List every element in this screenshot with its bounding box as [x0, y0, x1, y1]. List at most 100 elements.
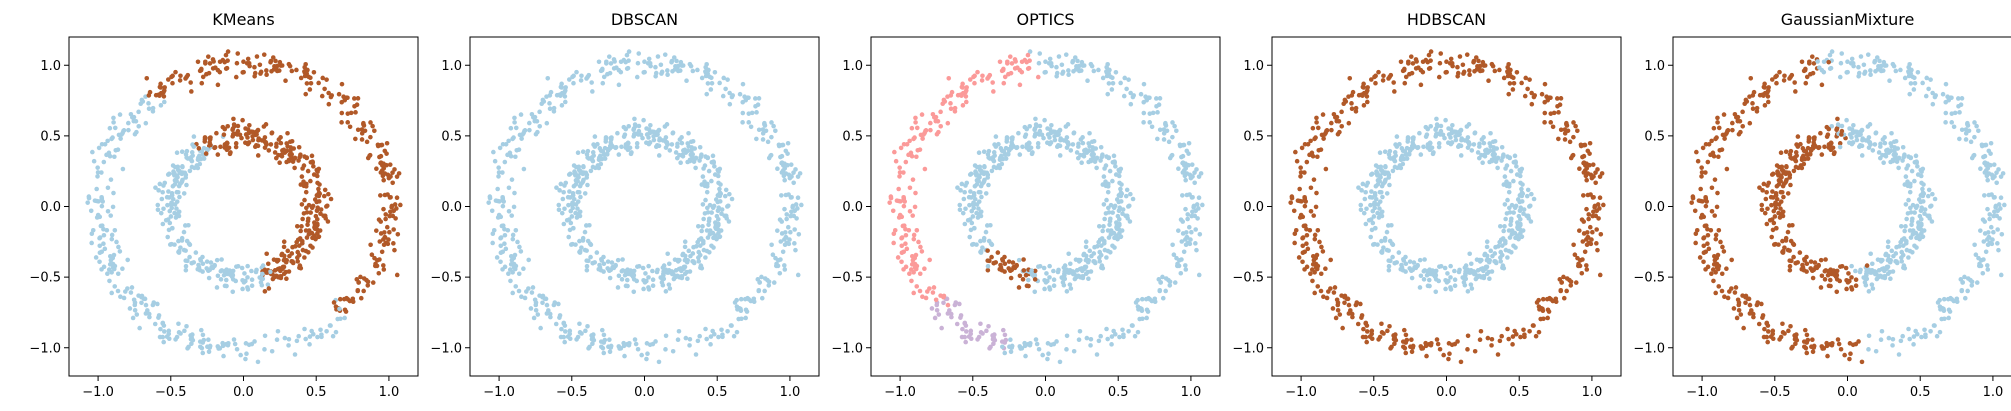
- scatter-point: [380, 163, 385, 168]
- scatter-point: [109, 290, 114, 296]
- scatter-point: [1041, 265, 1047, 271]
- scatter-point: [919, 249, 925, 254]
- scatter-point: [1411, 135, 1416, 140]
- scatter-point: [305, 218, 311, 224]
- scatter-point: [1558, 288, 1564, 294]
- scatter-point: [1788, 182, 1793, 188]
- scatter-point: [562, 183, 567, 188]
- scatter-point: [254, 54, 260, 59]
- scatter-point: [985, 76, 990, 81]
- scatter-point: [1314, 115, 1319, 121]
- scatter-point: [337, 296, 343, 302]
- scatter-point: [1149, 124, 1155, 130]
- scatter-point: [331, 300, 337, 305]
- scatter-point: [584, 263, 590, 269]
- scatter-point: [1098, 333, 1103, 339]
- scatter-point: [375, 143, 381, 149]
- scatter-point: [590, 164, 596, 170]
- scatter-point: [1161, 127, 1167, 132]
- scatter-point: [1087, 130, 1092, 136]
- scatter-point: [1140, 316, 1145, 322]
- scatter-point: [1919, 230, 1924, 236]
- scatter-point: [952, 109, 958, 114]
- scatter-point: [268, 59, 273, 65]
- y-tick-label: 1.0: [40, 59, 61, 74]
- scatter-point: [1417, 130, 1422, 136]
- scatter-point: [182, 328, 187, 334]
- scatter-point: [1388, 72, 1394, 78]
- scatter-point: [1346, 120, 1352, 126]
- scatter-point: [539, 101, 545, 106]
- scatter-point: [381, 206, 386, 212]
- scatter-point: [245, 263, 250, 269]
- scatter-point: [1470, 269, 1476, 275]
- scatter-point: [513, 227, 519, 233]
- scatter-point: [1409, 275, 1415, 281]
- scatter-point: [922, 166, 928, 172]
- scatter-point: [624, 52, 630, 58]
- scatter-point: [90, 228, 96, 233]
- scatter-point: [316, 234, 322, 239]
- scatter-point: [963, 206, 968, 212]
- scatter-point: [511, 265, 517, 270]
- scatter-point: [1508, 218, 1514, 224]
- scatter-point: [1818, 257, 1824, 263]
- scatter-point: [920, 136, 925, 141]
- scatter-point: [1461, 71, 1466, 76]
- scatter-point: [1020, 277, 1026, 282]
- scatter-point: [264, 251, 269, 257]
- scatter-point: [1826, 283, 1832, 289]
- scatter-point: [163, 218, 169, 223]
- scatter-point: [1398, 59, 1404, 65]
- scatter-point: [786, 192, 791, 197]
- scatter-point: [559, 210, 565, 216]
- scatter-point: [195, 165, 201, 171]
- scatter-point: [1423, 340, 1428, 346]
- scatter-point: [1484, 244, 1490, 250]
- scatter-point: [1991, 229, 1996, 235]
- scatter-point: [1334, 297, 1340, 303]
- scatter-point: [1046, 351, 1051, 357]
- scatter-point: [1188, 237, 1193, 242]
- scatter-point: [981, 235, 987, 241]
- scatter-point: [1467, 251, 1472, 257]
- scatter-point: [1972, 134, 1977, 140]
- scatter-point: [177, 194, 182, 200]
- scatter-point: [1121, 93, 1127, 99]
- scatter-point: [1312, 290, 1317, 296]
- scatter-point: [101, 232, 107, 238]
- scatter-point: [1712, 257, 1718, 263]
- scatter-point: [376, 217, 382, 222]
- scatter-point: [1441, 352, 1446, 358]
- scatter-point: [1160, 295, 1166, 301]
- scatter-point: [2000, 171, 2006, 176]
- scatter-point: [1870, 148, 1876, 153]
- scatter-point: [1329, 120, 1334, 126]
- scatter-point: [771, 123, 776, 129]
- scatter-point: [619, 277, 625, 282]
- scatter-point: [127, 306, 133, 311]
- scatter-point: [1339, 109, 1344, 115]
- scatter-point: [1584, 177, 1589, 183]
- x-tick-label: 1.0: [780, 385, 801, 400]
- scatter-point: [1540, 296, 1546, 302]
- scatter-point: [107, 153, 113, 159]
- scatter-point: [585, 155, 590, 160]
- panel-title: DBSCAN: [611, 10, 678, 29]
- scatter-point: [628, 268, 633, 273]
- scatter-point: [1795, 134, 1801, 139]
- scatter-point: [602, 145, 608, 151]
- scatter-point: [1308, 271, 1313, 277]
- scatter-point: [1518, 169, 1523, 175]
- scatter-point: [266, 148, 272, 153]
- scatter-point: [309, 205, 315, 211]
- scatter-point: [999, 339, 1005, 344]
- scatter-point: [491, 228, 497, 233]
- scatter-point: [686, 130, 691, 136]
- scatter-point: [1721, 112, 1727, 117]
- scatter-point: [1885, 239, 1891, 245]
- scatter-point: [1921, 182, 1926, 187]
- scatter-point: [267, 269, 273, 275]
- scatter-point: [710, 230, 716, 236]
- scatter-point: [968, 189, 973, 194]
